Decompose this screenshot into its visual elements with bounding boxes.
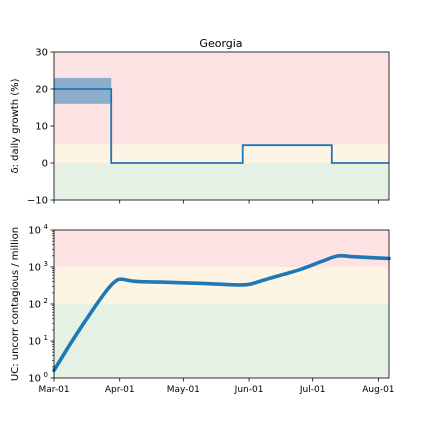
y-tick-exponent: 2	[44, 297, 48, 305]
x-tick-label: Aug-01	[362, 385, 394, 395]
contagious-line-layer	[52, 253, 391, 373]
growth-series-line	[54, 88, 389, 164]
contagious-series-line	[52, 253, 391, 373]
x-tick-label: Jun-01	[234, 385, 264, 395]
contagious-zones	[54, 230, 389, 378]
growth-zones	[54, 52, 389, 200]
y-tick-label: 10	[28, 263, 41, 274]
growth-x-ticks	[53, 200, 379, 204]
y-tick-label: 0	[42, 159, 48, 170]
zone-band-green	[54, 163, 389, 200]
y-tick-label: 10	[35, 122, 48, 133]
growth-panel: −10 0 10 20 30 δ: daily growth (%)	[10, 48, 390, 207]
y-tick-label: −10	[27, 196, 48, 207]
growth-y-ticks: −10 0 10 20 30	[27, 48, 54, 207]
contagious-x-ticks: Mar-01 Apr-01 May-01 Jun-01 Jul-01 Aug-01	[38, 378, 395, 395]
y-tick-label: 10	[28, 300, 41, 311]
chart-title: Georgia	[199, 37, 242, 50]
uncertainty-band	[54, 77, 112, 104]
growth-line-layer	[54, 88, 389, 164]
growth-band-layer	[54, 77, 112, 104]
x-tick-label: Apr-01	[105, 385, 135, 395]
zone-band-green	[54, 304, 389, 378]
y-tick-label: 10	[28, 337, 41, 348]
x-tick-label: Mar-01	[38, 385, 69, 395]
y-tick-label: 10	[28, 226, 41, 237]
y-tick-label: 20	[35, 85, 48, 96]
y-tick-label: 30	[35, 48, 48, 59]
zone-band-yellow	[54, 144, 389, 163]
contagious-y-axis-label: UC: uncorr contagious / million	[10, 227, 21, 381]
y-tick-exponent: 1	[44, 334, 48, 342]
growth-y-axis-label: δ: daily growth (%)	[10, 78, 21, 173]
y-tick-exponent: 3	[44, 260, 48, 268]
x-tick-label: May-01	[167, 385, 200, 395]
y-tick-exponent: 0	[44, 371, 48, 379]
zone-band-red	[54, 230, 389, 267]
y-tick-label: 10	[28, 374, 41, 385]
x-tick-label: Jul-01	[299, 385, 326, 395]
y-tick-exponent: 4	[44, 223, 49, 231]
